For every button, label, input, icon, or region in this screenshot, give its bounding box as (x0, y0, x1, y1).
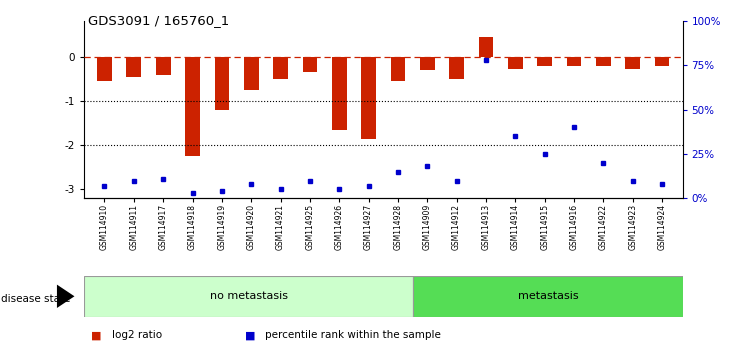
Bar (508, 57, 523, 69)
Text: log2 ratio: log2 ratio (112, 330, 162, 340)
Bar (361, 57, 376, 138)
Polygon shape (57, 285, 74, 308)
Bar (215, 57, 229, 110)
Bar (155, 57, 171, 75)
Text: percentile rank within the sample: percentile rank within the sample (265, 330, 441, 340)
Bar (449, 57, 464, 79)
Text: GDS3091 / 165760_1: GDS3091 / 165760_1 (88, 14, 228, 27)
Text: ■: ■ (245, 330, 255, 340)
Bar (84, 276, 413, 317)
Bar (302, 57, 318, 72)
Bar (126, 57, 141, 76)
Text: ■: ■ (91, 330, 101, 340)
Bar (97, 57, 112, 81)
Bar (566, 57, 581, 67)
Bar (413, 276, 683, 317)
Bar (537, 57, 552, 67)
Bar (596, 57, 611, 67)
Bar (391, 57, 405, 81)
Bar (185, 57, 200, 156)
Bar (332, 57, 347, 130)
Bar (655, 57, 669, 67)
Bar (420, 57, 434, 70)
Bar (626, 57, 640, 69)
Text: metastasis: metastasis (518, 291, 578, 302)
Bar (244, 57, 258, 90)
Text: disease state: disease state (1, 294, 71, 304)
Bar (479, 37, 493, 57)
Text: no metastasis: no metastasis (210, 291, 288, 302)
Bar (273, 57, 288, 79)
